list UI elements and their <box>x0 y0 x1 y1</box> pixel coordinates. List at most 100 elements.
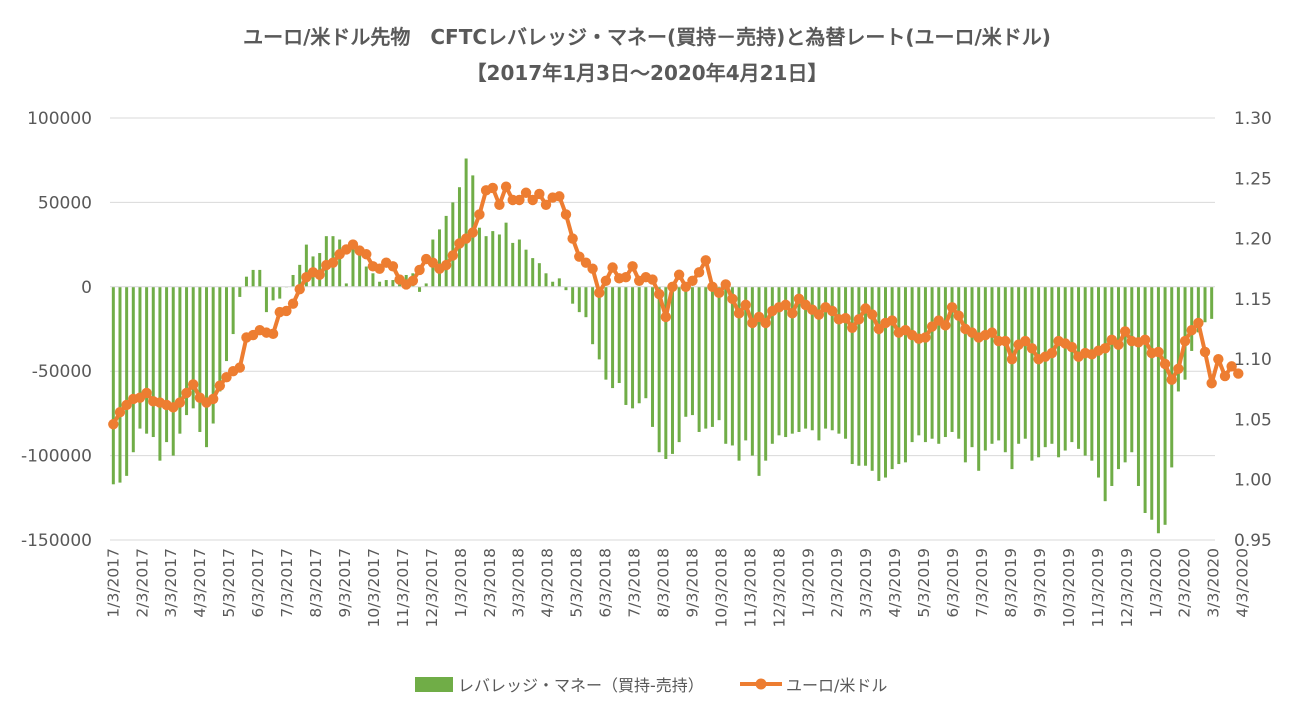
bar <box>870 286 874 471</box>
x-tick-label: 8/3/2019 <box>1002 548 1020 618</box>
bar <box>1050 286 1054 444</box>
bar <box>684 286 688 417</box>
bar <box>857 286 861 466</box>
line-point <box>1119 326 1131 337</box>
bar <box>1163 286 1167 525</box>
bar <box>531 258 535 287</box>
line-point <box>580 257 592 268</box>
line-point <box>713 287 725 299</box>
line-point <box>1026 343 1038 354</box>
bar <box>571 286 575 304</box>
line-point <box>813 309 825 320</box>
bar <box>418 286 422 292</box>
line-series <box>108 181 1244 430</box>
x-tick-label: 12/3/2017 <box>423 548 441 627</box>
bar <box>824 286 828 429</box>
legend-label-bars: レバレッジ・マネー（買持-売持） <box>458 676 704 695</box>
x-tick-label: 5/3/2017 <box>220 548 238 618</box>
bar <box>464 158 468 287</box>
bar <box>657 286 661 453</box>
y-left-tick-label: 100000 <box>27 109 92 129</box>
bar <box>677 286 681 443</box>
line-point <box>427 257 439 268</box>
line-point <box>1153 346 1164 358</box>
bar <box>251 269 255 287</box>
bar <box>770 286 774 444</box>
line-point <box>1099 343 1111 354</box>
bar <box>923 286 927 443</box>
line-point <box>1199 346 1211 358</box>
bar <box>238 286 242 297</box>
x-tick-label: 7/3/2019 <box>973 548 991 618</box>
bar <box>837 286 841 434</box>
legend: レバレッジ・マネー（買持-売持） ユーロ/米ドル <box>415 676 887 695</box>
line-point <box>1066 341 1078 353</box>
bar <box>617 286 621 384</box>
x-tick-label: 2/3/2017 <box>133 548 151 618</box>
bar <box>364 266 368 287</box>
line-point <box>853 314 865 325</box>
x-tick-label: 3/3/2018 <box>510 548 528 618</box>
bar <box>438 229 442 287</box>
bar <box>358 249 362 287</box>
bar <box>424 283 428 287</box>
bar <box>1150 286 1154 520</box>
line-point <box>361 249 372 260</box>
right-y-axis: 1.30 1.25 1.20 1.15 1.10 1.05 1.00 0.95 <box>1234 109 1272 551</box>
bar <box>790 286 794 434</box>
x-tick-label: 3/3/2020 <box>1205 548 1223 618</box>
bar <box>1143 286 1147 513</box>
bar <box>1037 286 1041 458</box>
bar <box>797 286 801 432</box>
y-left-tick-label: -50000 <box>32 362 92 382</box>
bar <box>730 286 734 446</box>
x-tick-label: 10/3/2018 <box>712 548 730 627</box>
bar <box>1070 286 1074 443</box>
bar <box>937 286 941 444</box>
bar <box>218 286 222 392</box>
x-tick-label: 11/3/2019 <box>1089 548 1107 627</box>
bar <box>910 286 914 443</box>
bar <box>804 286 808 429</box>
line-point <box>1159 358 1171 370</box>
bar <box>890 286 894 470</box>
bar <box>1116 286 1120 470</box>
bar <box>864 286 868 466</box>
bar <box>877 286 881 481</box>
x-tick-label: 1/3/2017 <box>104 548 122 618</box>
x-tick-label: 10/3/2019 <box>1060 548 1078 627</box>
line-point <box>860 303 871 314</box>
x-tick-label: 4/3/2018 <box>539 548 557 618</box>
x-tick-label: 8/3/2017 <box>307 548 325 618</box>
x-tick-label: 2/3/2019 <box>828 548 846 618</box>
y-right-tick-label: 1.20 <box>1234 230 1272 250</box>
bar <box>491 231 495 287</box>
y-right-tick-label: 1.30 <box>1234 109 1272 129</box>
bar <box>151 286 155 438</box>
bar <box>1010 286 1014 470</box>
line-point <box>121 399 132 411</box>
line-point <box>494 199 505 211</box>
line-point <box>886 315 898 326</box>
line-point <box>474 209 485 220</box>
bar <box>298 264 302 287</box>
bar <box>338 239 342 287</box>
bar <box>1130 286 1134 453</box>
bar <box>724 286 728 444</box>
bar <box>631 286 635 409</box>
legend-swatch-bars <box>415 677 453 692</box>
bar <box>1103 286 1107 502</box>
bar <box>564 286 568 291</box>
bar <box>524 249 528 287</box>
bar <box>278 286 282 299</box>
bar <box>504 222 508 287</box>
bar <box>1203 286 1207 323</box>
x-tick-label: 1/3/2019 <box>799 548 817 618</box>
bar <box>158 286 162 461</box>
line-point <box>607 262 618 273</box>
bar <box>624 286 628 405</box>
x-tick-label: 11/3/2018 <box>741 548 759 627</box>
bar <box>1077 286 1081 449</box>
line-point <box>620 271 632 283</box>
